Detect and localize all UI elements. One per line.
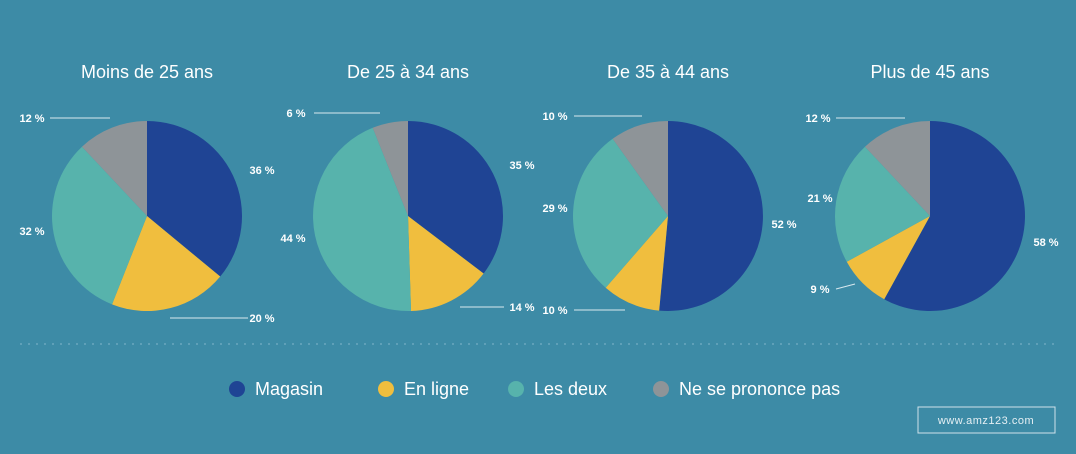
data-label-les-deux: 44 % (280, 233, 305, 245)
data-label-ne-se-prononce-pas: 6 % (287, 108, 306, 120)
legend-swatch-magasin (229, 381, 245, 397)
data-label-magasin: 52 % (771, 219, 796, 231)
legend-label-ne-se-prononce-pas: Ne se prononce pas (679, 379, 840, 399)
pie-slice-ne-se-prononce-pas (81, 121, 147, 216)
data-label-ne-se-prononce-pas: 12 % (805, 113, 830, 125)
legend-label-en-ligne: En ligne (404, 379, 469, 399)
data-label-magasin: 35 % (509, 160, 534, 172)
pie-slice-ne-se-prononce-pas (864, 121, 930, 216)
data-label-les-deux: 29 % (542, 203, 567, 215)
pie-slice-magasin (884, 121, 1025, 311)
legend-item-magasin: Magasin (229, 379, 323, 399)
legend-swatch-les-deux (508, 381, 524, 397)
data-label-magasin: 58 % (1033, 237, 1058, 249)
legend: Magasin En ligne Les deux Ne se prononce pa… (229, 379, 840, 399)
pie-chart-2: De 25 à 34 ans 35 % 14 % 44 % 6 % (280, 62, 534, 314)
pie-title: De 25 à 34 ans (347, 62, 469, 82)
pie-chart-1: Moins de 25 ans 36 % 20 % 32 % 12 % (19, 62, 274, 325)
pie-slice-en-ligne (846, 216, 930, 300)
watermark-text: www.amz123.com (937, 415, 1034, 427)
data-label-en-ligne: 9 % (811, 284, 830, 296)
pie-slice-magasin (147, 121, 243, 277)
data-label-les-deux: 32 % (19, 226, 44, 238)
pie-slice-en-ligne (112, 216, 221, 312)
legend-item-les-deux: Les deux (508, 379, 607, 399)
pie-slice-en-ligne (408, 216, 484, 311)
pie-slice-magasin (659, 121, 763, 311)
legend-label-les-deux: Les deux (534, 379, 607, 399)
data-label-ne-se-prononce-pas: 10 % (542, 111, 567, 123)
pie-slice-les-deux (52, 146, 147, 305)
legend-label-magasin: Magasin (255, 379, 323, 399)
pie-slice-ne-se-prononce-pas (612, 121, 668, 216)
pie-slice-les-deux (313, 127, 412, 311)
pie-title: Moins de 25 ans (81, 62, 213, 82)
data-label-les-deux: 21 % (807, 193, 832, 205)
pie-slice-magasin (408, 121, 504, 274)
pie-slice-les-deux (834, 146, 930, 262)
data-label-en-ligne: 20 % (249, 313, 274, 325)
legend-swatch-ne-se-prononce-pas (653, 381, 669, 397)
legend-item-ne-se-prononce-pas: Ne se prononce pas (653, 379, 840, 399)
legend-swatch-en-ligne (378, 381, 394, 397)
pie-slice-en-ligne (605, 216, 668, 311)
leader-line (835, 283, 856, 290)
watermark: www.amz123.com (917, 406, 1056, 434)
data-label-en-ligne: 10 % (542, 305, 567, 317)
pie-chart-4: Plus de 45 ans 58 % 9 % 21 % 12 % (805, 62, 1059, 311)
pie-slice-les-deux (573, 138, 668, 288)
data-label-magasin: 36 % (249, 165, 274, 177)
pie-title: De 35 à 44 ans (607, 62, 729, 82)
data-label-en-ligne: 14 % (509, 302, 534, 314)
watermark-box (917, 406, 1056, 434)
pie-chart-3: De 35 à 44 ans 52 % 10 % 29 % 10 % (542, 62, 796, 317)
legend-item-en-ligne: En ligne (378, 379, 469, 399)
pie-charts: Moins de 25 ans 36 % 20 % 32 % 12 % De 25 à 3… (19, 62, 1058, 325)
data-label-ne-se-prononce-pas: 12 % (19, 113, 44, 125)
pie-slice-ne-se-prononce-pas (372, 121, 408, 216)
pie-title: Plus de 45 ans (870, 62, 989, 82)
